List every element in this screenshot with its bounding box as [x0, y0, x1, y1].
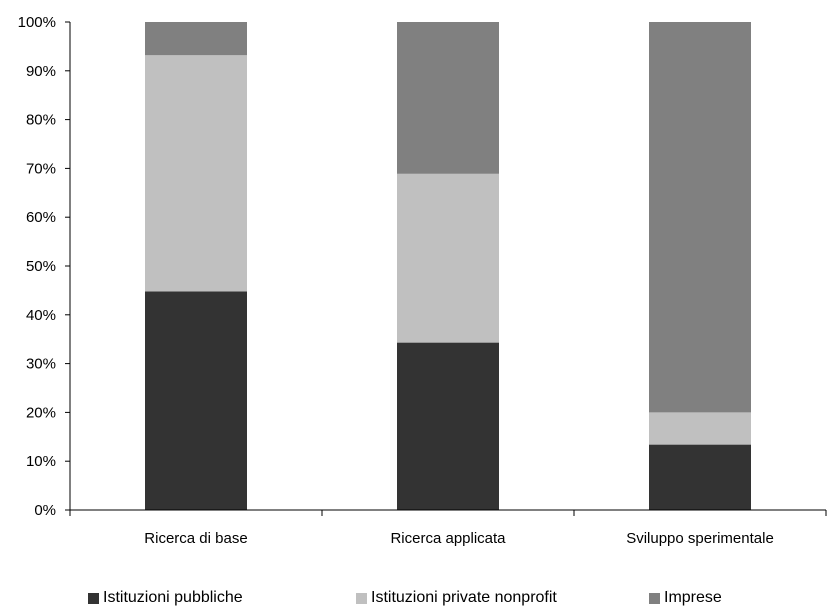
y-axis-ticks: 0% 10% 20% 30% 40% 50% 60% 70% 80% 90% 100%	[18, 14, 70, 519]
legend-label-imprese: Imprese	[664, 589, 722, 606]
bar-ricerca-applicata-imprese	[397, 22, 499, 174]
y-tick-label: 90%	[26, 63, 56, 80]
bar-ricerca-applicata-istituzioni-pubbliche	[397, 342, 499, 510]
bars-group	[145, 22, 751, 510]
y-tick-label: 50%	[26, 258, 56, 275]
y-tick-label: 100%	[18, 14, 56, 31]
legend: Istituzioni pubbliche Istituzioni privat…	[0, 589, 829, 610]
bar-ricerca-di-base-imprese	[145, 22, 247, 56]
x-tick-label: Ricerca applicata	[390, 530, 506, 547]
y-tick-label: 0%	[34, 502, 56, 519]
legend-swatch-istituzioni-pubbliche	[88, 592, 99, 604]
x-tick-label: Ricerca di base	[144, 530, 247, 547]
bar-ricerca-di-base-istituzioni-private-nonprofit	[145, 55, 247, 292]
y-tick-label: 60%	[26, 209, 56, 226]
legend-item-imprese: Imprese	[649, 589, 722, 607]
y-tick-label: 20%	[26, 404, 56, 421]
y-tick-label: 80%	[26, 112, 56, 129]
bar-sviluppo-sperimentale-imprese	[649, 22, 751, 413]
legend-label-istituzioni-pubbliche: Istituzioni pubbliche	[103, 589, 243, 606]
legend-swatch-istituzioni-private-nonprofit	[356, 592, 367, 604]
x-axis-ticks: Ricerca di base Ricerca applicata Sviluppo…	[69, 510, 827, 547]
bar-ricerca-applicata-istituzioni-private-nonprofit	[397, 173, 499, 343]
y-tick-label: 10%	[26, 453, 56, 470]
bar-sviluppo-sperimentale-istituzioni-private-nonprofit	[649, 412, 751, 445]
legend-swatch-imprese	[649, 592, 660, 604]
y-tick-label: 40%	[26, 307, 56, 324]
legend-label-istituzioni-private-nonprofit: Istituzioni private nonprofit	[371, 589, 557, 606]
bar-sviluppo-sperimentale-istituzioni-pubbliche	[649, 444, 751, 510]
legend-item-istituzioni-private-nonprofit: Istituzioni private nonprofit	[356, 589, 557, 607]
bar-ricerca-di-base-istituzioni-pubbliche	[145, 291, 247, 510]
y-tick-label: 70%	[26, 160, 56, 177]
x-tick-label: Sviluppo sperimentale	[626, 530, 774, 547]
legend-item-istituzioni-pubbliche: Istituzioni pubbliche	[88, 589, 243, 607]
y-tick-label: 30%	[26, 356, 56, 373]
